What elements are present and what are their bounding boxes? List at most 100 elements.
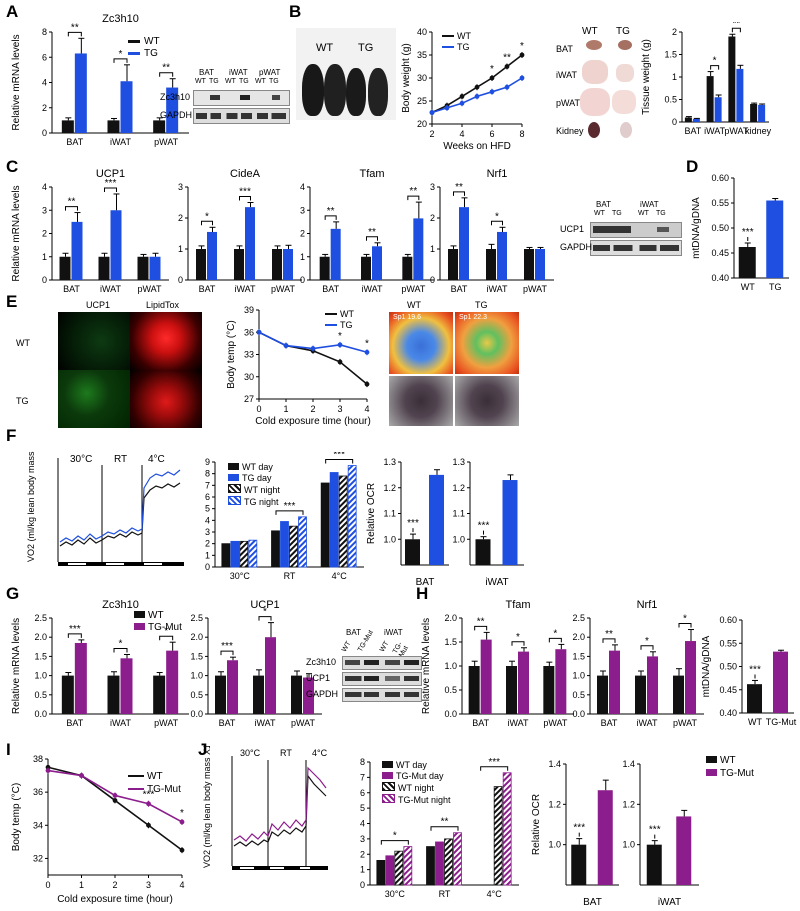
legend-j-item: WT night [382,782,451,794]
bar [59,256,71,280]
data-point [364,349,370,355]
bar [597,790,613,885]
trace-j-wt [233,774,327,847]
bar [207,231,217,280]
y-tick-label: 38 [33,754,43,764]
bar [303,677,314,714]
bar [684,117,692,122]
y-axis-label: Relative mRNA levels [11,34,22,130]
legend-f: WT day TG day WT night TG night [228,462,280,508]
panel-letter-b: B [289,2,302,21]
data-point [337,359,343,365]
bar [429,474,444,565]
legend-label-wt: WT [147,771,163,782]
significance-bracket [731,27,741,33]
significance-label: *** [573,823,585,834]
x-tick-label: iWAT [110,718,131,728]
x-tick-label: BAT [66,137,83,147]
y-tick-label: 1.2 [452,483,465,493]
legend-j-item: WT day [382,760,451,771]
y-axis-label: Relative OCR [531,794,542,855]
bar [773,651,788,713]
legend-a: WT TG [128,36,160,60]
y-tick-label: 9 [205,457,210,467]
tissue-label-kidney: Kidney [556,126,584,136]
micro-lipidtox-wt [130,312,202,370]
x-tick-label: 2 [112,880,117,890]
legend-j-ocr: WT TG-Mut [706,754,754,780]
y-tick-label: 2 [42,229,47,239]
bar [502,480,518,565]
blot-c-lane: WT [594,210,605,217]
legend-i: WT TG-Mut [128,770,181,796]
significance-label: * [713,56,717,67]
data-point [444,105,450,111]
significance-bracket [67,31,82,37]
trace-j-vo2: 30°C RT 4°C VO2 (ml/kg lean body mass X1… [202,746,328,870]
y-tick-label: 1.5 [572,651,585,661]
significance-label: ** [368,227,376,238]
legend-label-tgmut: TG-Mut [147,784,181,795]
bar [444,838,453,886]
y-tick-label: 4 [42,78,47,88]
y-tick-label: 1.3 [452,457,465,467]
bar [502,772,512,886]
y-axis-label: Body temp (°C) [226,320,237,388]
trace-f-tg [59,469,181,543]
significance-bracket [710,65,720,70]
y-tick-label: 2 [672,27,677,37]
blot-a: BAT iWAT pWAT WT TG WT TG WT TG [193,68,290,128]
chart-title: Nrf1 [637,599,658,611]
legend-label-tgmut: TG-Mut [720,768,754,779]
y-tick-label: 1.5 [444,637,457,647]
bar [571,844,587,885]
mouse-tg-2 [368,68,388,116]
significance-bracket [159,635,174,641]
mouse-tg-1 [346,68,366,116]
x-tick-label: iWAT [100,284,121,294]
bar [120,81,133,133]
x-tick-label: RT [439,889,451,899]
significance-label: *** [649,825,661,836]
bar [635,675,646,714]
y-tick-label: 7 [360,772,365,782]
y-tick-label: 6 [360,788,365,798]
y-tick-label: 1 [360,865,365,875]
y-tick-label: 2 [42,103,47,113]
x-tick-label: pWAT [401,284,426,294]
data-point [256,329,262,335]
significance-bracket [65,206,78,211]
legend-label: WT [457,31,471,41]
bar [361,256,371,280]
x-axis-label: Weeks on HFD [443,141,511,152]
bar [506,666,517,714]
significance-bracket [640,645,654,650]
legend-j: WT day TG-Mut day WT night TG-Mut night [382,760,451,806]
significance-bracket [325,459,354,464]
y-tick-label: 3 [430,182,435,192]
legend-swatch-wt [128,39,140,43]
y-tick-label: 2.0 [190,632,203,642]
chart-h-mtdna: 0.40 0.45 0.50 0.55 0.60 mtDNA/gDNA WT *** TG-Mu… [701,615,797,727]
bar [234,249,244,280]
blot-a-groups: BAT iWAT pWAT [193,68,288,78]
blot-a-lanes: WT TG WT TG WT TG [193,78,288,88]
blot-c-row-label-gapdh: GAPDH [560,242,593,252]
data-point [283,343,289,348]
bar [555,649,567,714]
y-tick-label: 2.5 [190,613,203,623]
y-tick-label: 30 [417,73,427,83]
y-tick-label: 35 [417,50,427,60]
blot-c-band-ucp1 [590,222,682,238]
panel-letter-f: F [6,426,17,445]
legend-j-item: TG-Mut day [382,771,451,782]
y-tick-label: 27 [244,394,254,404]
y-axis-label: Relative OCR [366,483,377,544]
y-tick-label: 8 [42,27,47,37]
significance-label: *** [488,757,500,768]
y-tick-label: 0 [205,562,210,572]
bar [459,207,469,280]
blot-a-row-label-gapdh: GAPDH [160,110,193,120]
micro-col-label-lipidtox: LipidTox [146,300,180,310]
